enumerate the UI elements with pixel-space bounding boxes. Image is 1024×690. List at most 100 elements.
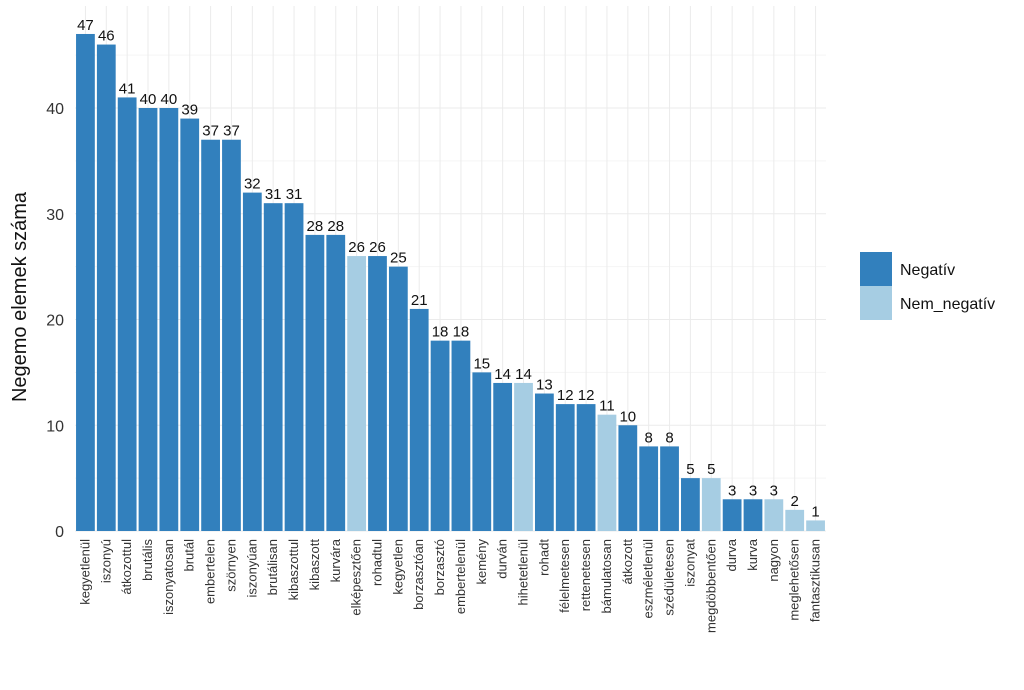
legend-label-nem-negativ: Nem_negatív [900,296,995,313]
bar [76,33,95,531]
data-label: 8 [665,429,673,446]
data-label: 10 [619,408,636,425]
bar [785,509,805,531]
data-label: 40 [140,91,157,108]
bar [409,308,429,531]
data-label: 15 [473,355,490,372]
data-label: 28 [327,218,344,235]
data-label: 18 [432,324,449,341]
y-tick-label: 10 [46,418,64,435]
x-tick-label: rohadt [536,539,551,576]
bar [493,382,513,531]
bar [681,478,700,531]
x-tick-label: kibaszottul [286,539,301,601]
legend-swatch-nem-negativ [860,286,892,320]
x-tick-label: borzasztóan [411,539,426,610]
bar [743,499,763,531]
x-tick-label: iszonyú [98,539,113,583]
bar [722,499,742,531]
data-label: 14 [515,366,532,383]
x-tick-label: iszonyúan [244,539,259,598]
data-label: 21 [411,292,428,309]
bar [201,139,220,531]
bar [138,108,158,531]
x-tick-label: meglehetősen [787,539,802,621]
bar [284,203,304,532]
bar [430,340,450,531]
data-label: 14 [494,366,511,383]
x-tick-label: szörnyen [223,539,238,592]
data-label: 5 [707,461,715,478]
bar [347,256,367,531]
data-label: 47 [77,17,94,34]
x-tick-label: iszonyat [682,539,697,587]
data-label: 12 [557,387,574,404]
bar [451,340,471,531]
x-tick-label: kibaszott [307,539,322,591]
data-label: 32 [244,176,261,193]
bar [222,139,241,531]
data-label: 1 [811,503,819,520]
bar [597,414,617,531]
y-tick-label: 40 [46,101,64,118]
bar [388,266,408,531]
x-tick-label: megdöbbentően [703,539,718,633]
bar [514,382,533,531]
data-label: 3 [770,482,778,499]
x-tick-label: kegyetlen [390,539,405,595]
bar [576,404,596,531]
bar [764,499,784,531]
bar [534,393,554,531]
legend-label-negativ: Negatív [900,262,955,279]
legend: Negatív Nem_negatív [860,252,995,320]
bar [263,203,283,532]
x-tick-label: kemény [474,539,489,585]
x-tick-label: kurvára [328,538,343,582]
x-tick-label: szédületesen [662,539,677,616]
data-label: 26 [369,239,386,256]
x-tick-label: iszonyatosan [161,539,176,615]
bar [806,520,825,531]
data-label: 25 [390,250,407,267]
data-label: 2 [791,493,799,510]
data-label: 11 [599,398,615,415]
x-tick-label: brutálisan [265,539,280,595]
data-label: 18 [453,324,470,341]
x-tick-label: durván [495,539,510,579]
x-tick-label: átkozott [620,539,635,585]
data-label: 26 [348,239,365,256]
bar [96,44,116,532]
bar [159,108,179,531]
data-label: 5 [686,461,694,478]
bar [618,425,638,531]
x-tick-label: nagyon [766,539,781,582]
x-tick-label: bámulatosan [599,539,614,613]
x-tick-label: embertelen [203,539,218,604]
bar [701,478,721,531]
x-tick-label: brutál [182,539,197,572]
x-tick-label: brutális [140,539,155,581]
data-label: 28 [307,218,324,235]
x-tick-label: átkozottul [119,539,134,595]
bar [639,446,659,531]
x-tick-label: eszméletlenül [641,539,656,619]
x-tick-label: fantasztikusan [808,539,823,622]
bars [76,33,825,532]
x-tick-label: kurva [745,538,760,571]
data-label: 31 [265,186,282,203]
x-tick-label: rohadtul [369,539,384,586]
data-label: 13 [536,377,553,394]
bar [326,234,346,531]
x-tick-label: rettenetesen [578,539,593,611]
data-label: 37 [223,123,240,140]
x-tick-label: embertelenül [453,539,468,614]
y-tick-label: 20 [46,313,64,330]
bar [472,372,492,531]
data-label: 12 [578,387,595,404]
x-axis-ticks: kegyetlenül iszonyú átkozottul brutális iszo… [77,538,822,633]
y-tick-label: 0 [55,524,64,541]
data-label: 3 [728,482,736,499]
bar [242,192,262,531]
data-label: 3 [749,482,757,499]
